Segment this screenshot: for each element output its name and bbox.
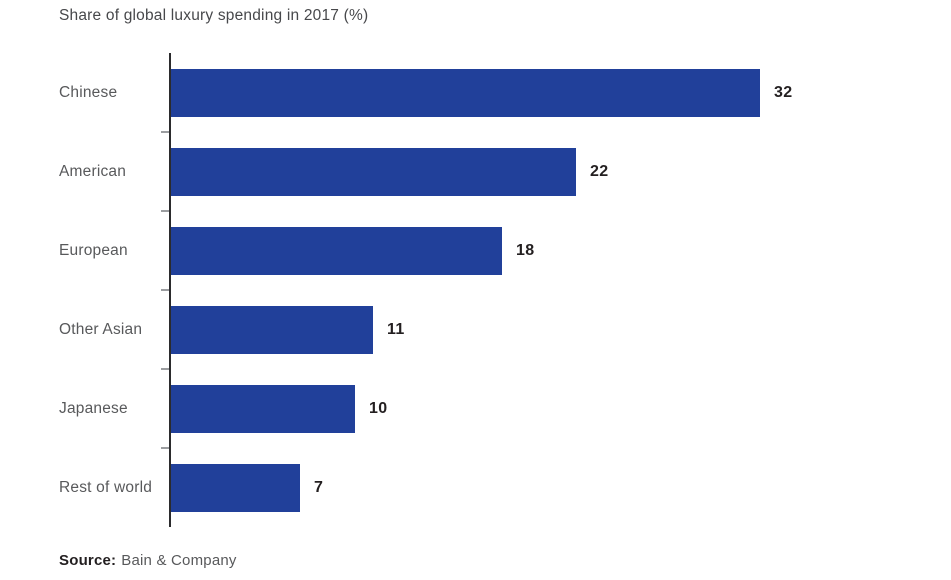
category-label: Rest of world xyxy=(59,478,153,496)
bar xyxy=(171,384,355,433)
value-label: 22 xyxy=(590,162,609,180)
value-label: 7 xyxy=(314,478,324,496)
bar-row: American 22 xyxy=(0,132,951,211)
bar-chart-plot: Chinese 32 American 22 European 18 Other Asian… xyxy=(0,53,951,527)
bar xyxy=(171,68,760,117)
bar-row: European 18 xyxy=(0,211,951,290)
bar-row: Japanese 10 xyxy=(0,369,951,448)
bar-rows-container: Chinese 32 American 22 European 18 Other Asian… xyxy=(0,53,951,527)
value-label: 11 xyxy=(387,320,405,338)
axis-tick xyxy=(161,289,169,291)
category-label: European xyxy=(59,241,128,259)
category-label: Other Asian xyxy=(59,320,143,338)
bar-row: Rest of world 7 xyxy=(0,448,951,527)
value-label: 18 xyxy=(516,241,535,259)
axis-tick xyxy=(161,210,169,212)
bar xyxy=(171,305,373,354)
bar-row: Chinese 32 xyxy=(0,53,951,132)
bar-row: Other Asian 11 xyxy=(0,290,951,369)
bar xyxy=(171,226,502,275)
y-axis-line xyxy=(169,53,171,527)
category-label: Japanese xyxy=(59,399,128,417)
source-label: Source: xyxy=(59,552,117,569)
bar xyxy=(171,463,300,512)
value-label: 10 xyxy=(369,399,388,417)
source-text: Bain & Company xyxy=(121,552,237,569)
category-label: American xyxy=(59,162,127,180)
axis-tick xyxy=(161,368,169,370)
bar xyxy=(171,147,576,196)
value-label: 32 xyxy=(774,83,793,101)
axis-tick xyxy=(161,447,169,449)
category-label: Chinese xyxy=(59,83,118,101)
axis-tick xyxy=(161,131,169,133)
chart-title: Share of global luxury spending in 2017 … xyxy=(59,7,369,24)
source-line: Source: Bain & Company xyxy=(59,552,237,569)
